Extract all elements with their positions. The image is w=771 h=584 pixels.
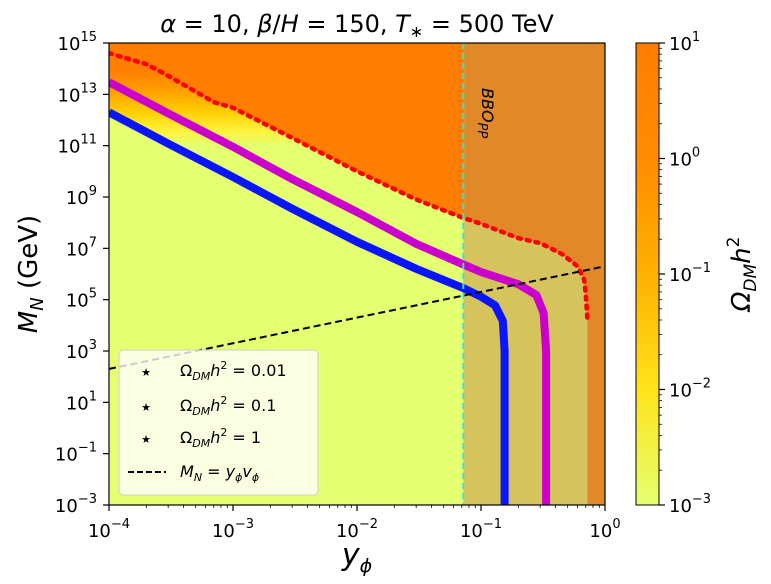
colorbar-label: ΩDMh2: [724, 237, 761, 313]
series-curve-0: [109, 108, 509, 505]
legend-label: ΩDMh2 = 1: [180, 426, 261, 450]
y-tick-label: 1013: [58, 81, 97, 106]
x-tick-label: 100: [589, 517, 620, 542]
series-curve-2: [109, 50, 590, 320]
legend-entry-0.01: ★ ΩDMh2 = 0.01: [141, 359, 286, 383]
y-tick-label: 103: [66, 338, 97, 363]
colorbar-ticks: 101 100 10−1 10−2 10−3: [659, 30, 711, 517]
legend-marker-star: ★: [141, 433, 151, 446]
colorbar-tick-label: 10−2: [669, 377, 711, 402]
x-axis-label: yϕ: [341, 538, 372, 577]
y-axis-ticks: 10−3 10−1 101 103 105 107 109 1011 1013 1015: [55, 30, 109, 517]
y-tick-label: 1011: [58, 133, 97, 158]
legend-entry-0.1: ★ ΩDMh2 = 0.1: [141, 394, 276, 418]
y-tick-label: 105: [66, 287, 97, 312]
y-tick-label: 101: [66, 389, 97, 414]
legend-box: [118, 349, 319, 496]
y-tick-label: 10−1: [55, 441, 97, 466]
colorbar: 101 100 10−1 10−2 10−3 ΩDMh2: [635, 30, 761, 517]
legend-label: MN = yϕvϕ: [180, 462, 259, 484]
y-tick-label: 10−3: [55, 492, 97, 517]
colorbar-tick-label: 10−3: [669, 492, 711, 517]
legend: ★ ΩDMh2 = 0.01 ★ ΩDMh2 = 0.1 ★ ΩDMh2 = 1…: [118, 349, 319, 496]
x-tick-label: 10−4: [88, 517, 130, 542]
series-curve-1: [109, 78, 551, 505]
y-axis-label: MN (GeV): [14, 215, 48, 333]
series-layer: [109, 50, 590, 505]
y-tick-label: 1015: [58, 30, 97, 55]
bbo-label: BBOPP: [474, 88, 497, 138]
y-tick-label: 107: [66, 235, 97, 260]
x-tick-label: 10−1: [460, 517, 502, 542]
legend-marker-star: ★: [141, 366, 151, 379]
colorbar-tick-label: 100: [669, 146, 700, 171]
legend-entry-1: ★ ΩDMh2 = 1: [141, 426, 261, 450]
legend-label: ΩDMh2 = 0.01: [180, 359, 287, 383]
reference-line-mn-yphi-vphi: [109, 265, 605, 370]
x-tick-label: 10−2: [336, 517, 378, 542]
colorbar-tick-label: 10−1: [669, 261, 711, 286]
y-tick-label: 109: [66, 184, 97, 209]
legend-label: ΩDMh2 = 0.1: [180, 394, 276, 418]
heatmap-transition-band: [109, 53, 588, 505]
chart-title: α = 10, β/H = 150, T∗ = 500 TeV: [160, 10, 554, 41]
legend-marker-star: ★: [141, 401, 151, 414]
colorbar-tick-label: 101: [669, 30, 700, 55]
x-tick-label: 10−3: [212, 517, 254, 542]
colorbar-gradient: [635, 42, 660, 506]
x-axis-ticks: 10−4 10−3 10−2 10−1 100: [88, 505, 621, 542]
legend-entry-reference-line: MN = yϕvϕ: [128, 462, 259, 484]
